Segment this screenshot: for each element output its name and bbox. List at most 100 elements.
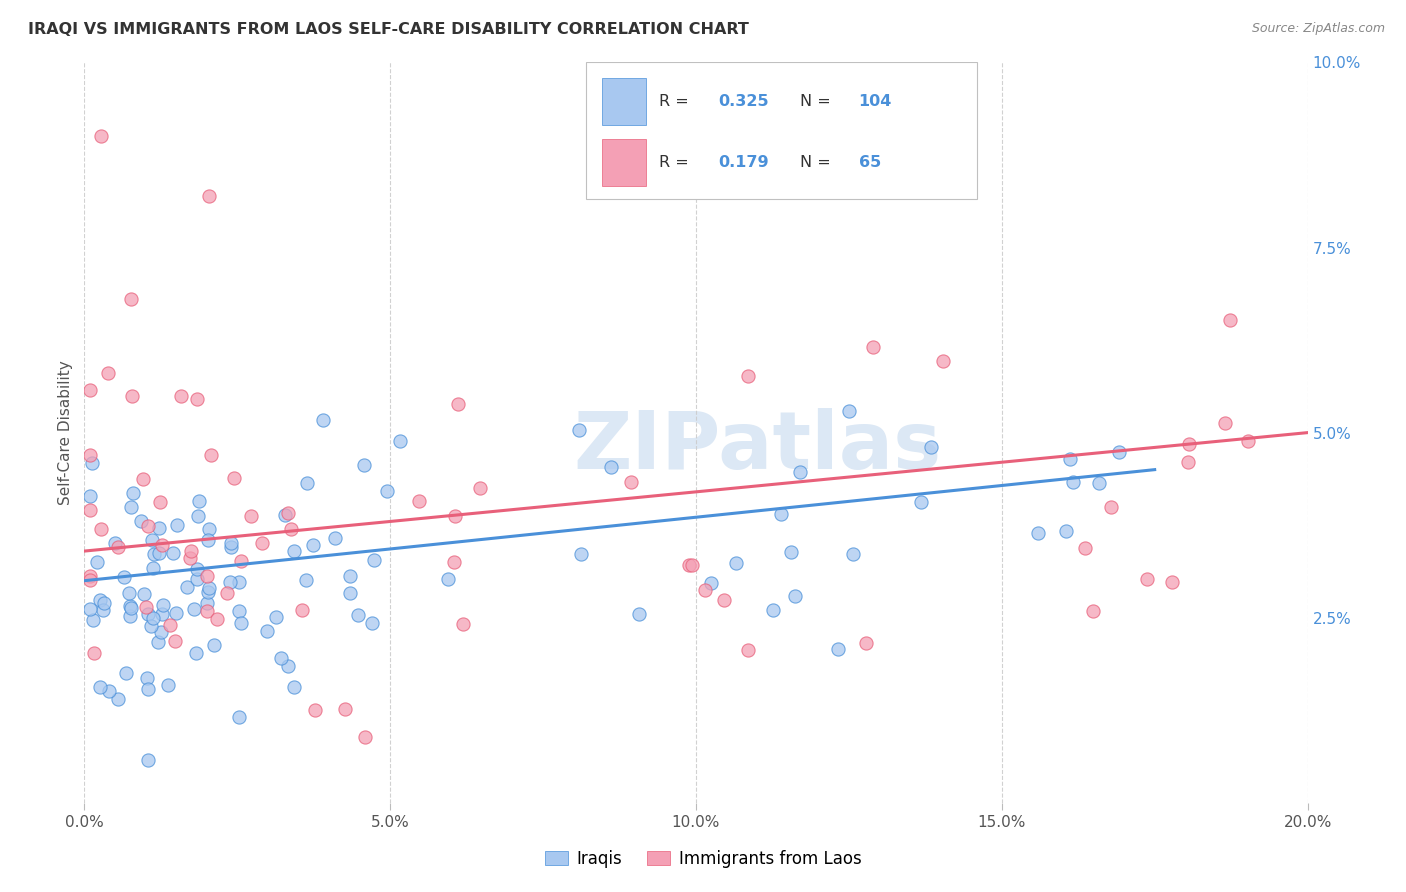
Point (79, 448, 101, 462)
Point (436, 572, 458, 586)
Point (283, 543, 305, 558)
Point (737, 369, 759, 384)
Point (114, 665, 136, 680)
Point (783, 589, 806, 603)
Point (280, 522, 302, 536)
Point (186, 392, 208, 406)
Point (82, 613, 104, 627)
Text: 65: 65 (859, 155, 882, 169)
Point (273, 508, 295, 523)
Point (136, 607, 159, 621)
Point (841, 547, 863, 561)
Point (186, 562, 208, 576)
Point (136, 753, 159, 767)
Point (1178, 437, 1201, 451)
Point (789, 465, 811, 479)
Point (312, 412, 335, 426)
Point (176, 580, 198, 594)
Point (620, 475, 643, 489)
Point (86, 555, 108, 569)
Point (910, 495, 932, 509)
Point (165, 633, 187, 648)
Point (150, 607, 173, 622)
Point (443, 555, 465, 569)
Point (221, 536, 243, 550)
Point (217, 586, 239, 600)
Point (91, 603, 114, 617)
Point (228, 574, 250, 589)
Point (166, 517, 188, 532)
Point (197, 582, 219, 596)
Point (197, 533, 219, 548)
Point (90, 522, 112, 536)
Point (447, 397, 470, 411)
Point (200, 449, 222, 463)
Point (256, 624, 278, 638)
Point (302, 538, 325, 552)
Point (121, 388, 143, 402)
Point (737, 643, 759, 657)
Point (148, 546, 170, 560)
Point (695, 583, 717, 598)
Point (120, 600, 142, 615)
Point (1213, 416, 1236, 430)
Point (1136, 572, 1159, 586)
Point (353, 458, 375, 472)
Point (187, 508, 209, 523)
Point (120, 293, 142, 307)
Text: 104: 104 (859, 95, 891, 109)
Point (270, 651, 292, 665)
Point (186, 572, 208, 586)
Point (231, 615, 253, 630)
Text: ZIPatlas: ZIPatlas (574, 409, 941, 486)
Point (79, 569, 101, 583)
Y-axis label: Self-Care Disability: Self-Care Disability (58, 360, 73, 505)
Point (142, 611, 165, 625)
Point (136, 681, 159, 696)
Point (219, 540, 242, 554)
Point (157, 678, 180, 692)
FancyBboxPatch shape (602, 138, 645, 186)
Point (207, 612, 229, 626)
Point (855, 636, 877, 650)
Point (1219, 313, 1241, 327)
Point (283, 680, 305, 694)
Point (195, 604, 218, 618)
Point (146, 635, 169, 649)
Point (239, 508, 262, 523)
Point (202, 638, 225, 652)
Point (277, 506, 299, 520)
Point (1026, 525, 1049, 540)
Point (120, 599, 142, 613)
Text: N =: N = (800, 95, 835, 109)
Point (1088, 475, 1111, 490)
Point (120, 608, 142, 623)
Point (1059, 452, 1081, 467)
Point (291, 603, 314, 617)
Point (700, 575, 723, 590)
Point (769, 507, 792, 521)
Point (724, 556, 747, 570)
Text: N =: N = (800, 155, 835, 169)
Point (179, 551, 201, 566)
Point (89, 593, 111, 607)
Point (353, 730, 375, 744)
Point (932, 354, 955, 368)
Point (333, 702, 356, 716)
Point (1074, 541, 1097, 555)
Point (197, 522, 219, 536)
Point (104, 536, 127, 550)
Point (443, 509, 465, 524)
Point (180, 544, 202, 558)
Point (89, 680, 111, 694)
Point (150, 625, 173, 640)
Point (277, 658, 299, 673)
Point (346, 607, 368, 622)
Point (170, 388, 193, 402)
Point (451, 616, 474, 631)
Text: R =: R = (659, 95, 695, 109)
Point (600, 460, 623, 475)
Point (120, 500, 142, 515)
Point (1081, 604, 1104, 618)
Point (135, 599, 157, 614)
